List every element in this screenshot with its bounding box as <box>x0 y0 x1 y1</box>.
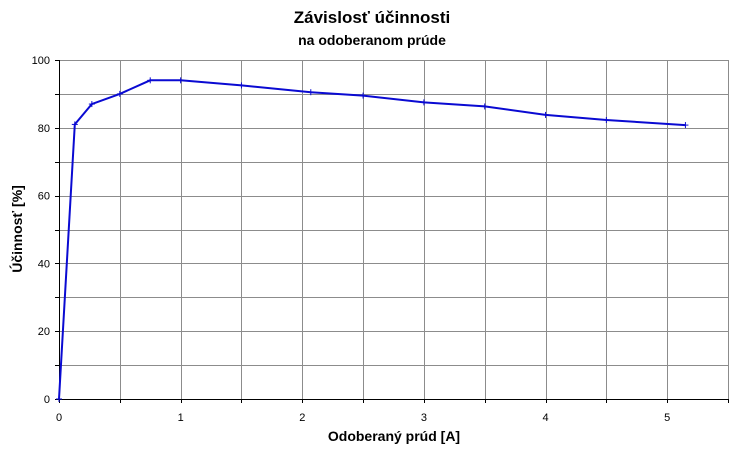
data-point <box>542 111 549 118</box>
data-point <box>238 82 245 89</box>
y-tick-label: 100 <box>32 55 50 67</box>
y-tick-label: 20 <box>38 326 50 338</box>
data-point <box>71 121 78 128</box>
data-point <box>177 77 184 84</box>
x-tick-label: 3 <box>421 412 427 424</box>
data-point <box>603 117 610 124</box>
data-point <box>360 92 367 99</box>
y-tick-label: 0 <box>44 394 50 406</box>
chart-title: Závislosť účinnosti <box>294 8 450 27</box>
data-point <box>147 77 154 84</box>
y-tick-label: 80 <box>38 123 50 135</box>
data-point <box>307 89 314 96</box>
x-tick-label: 1 <box>178 412 184 424</box>
data-point <box>682 122 689 129</box>
grid <box>59 60 729 399</box>
y-tick-label: 60 <box>38 191 50 203</box>
tick-labels: 0 1 2 3 4 5 0 20 40 60 80 100 <box>32 55 671 424</box>
series <box>56 77 689 402</box>
y-tick-label: 40 <box>38 258 50 270</box>
axes <box>55 60 729 403</box>
x-tick-label: 0 <box>56 412 62 424</box>
data-point <box>56 396 62 402</box>
x-tick-label: 2 <box>299 412 305 424</box>
x-tick-label: 5 <box>664 412 670 424</box>
data-point <box>481 103 488 110</box>
data-point <box>116 90 123 97</box>
y-axis-label: Účinnosť [%] <box>8 185 25 273</box>
series-line <box>58 79 686 400</box>
x-tick-label: 4 <box>542 412 548 424</box>
x-axis-label: Odoberaný prúd [A] <box>328 428 460 444</box>
data-point <box>88 101 95 108</box>
chart-subtitle: na odoberanom prúde <box>298 32 446 48</box>
data-point <box>420 99 427 106</box>
